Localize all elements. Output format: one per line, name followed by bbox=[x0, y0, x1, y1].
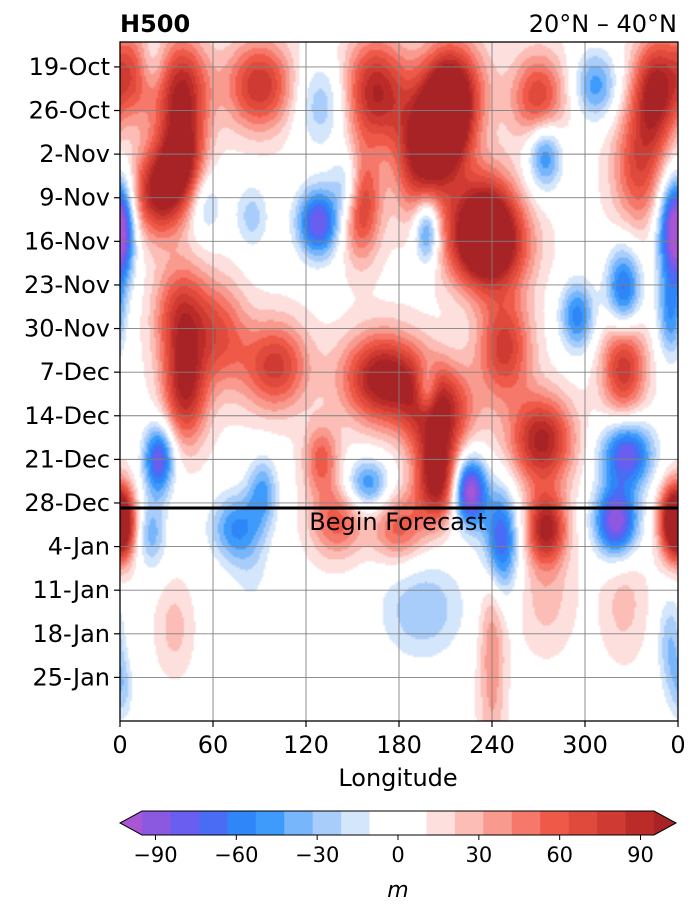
x-tick-label: 0 bbox=[112, 731, 127, 759]
chart-title-right: 20°N – 40°N bbox=[529, 10, 677, 38]
colorbar-segment bbox=[398, 811, 428, 835]
y-tick-label: 2-Nov bbox=[39, 140, 110, 168]
colorbar-segment bbox=[312, 811, 342, 835]
colorbar-segment bbox=[198, 811, 228, 835]
colorbar-segment bbox=[284, 811, 314, 835]
colorbar-segment bbox=[597, 811, 627, 835]
y-tick-label: 9-Nov bbox=[39, 184, 110, 212]
x-axis-label: Longitude bbox=[338, 764, 457, 792]
x-tick-label: 120 bbox=[283, 731, 329, 759]
y-tick-label: 28-Dec bbox=[24, 489, 110, 517]
colorbar-segment bbox=[568, 811, 598, 835]
colorbar-extend-min bbox=[120, 811, 142, 835]
forecast-label: Begin Forecast bbox=[309, 508, 487, 536]
colorbar-tick-label: 60 bbox=[546, 843, 573, 867]
colorbar-segment bbox=[426, 811, 456, 835]
y-tick-label: 23-Nov bbox=[24, 271, 110, 299]
y-tick-label: 16-Nov bbox=[24, 227, 110, 255]
colorbar-tick-label: 90 bbox=[627, 843, 654, 867]
y-tick-label: 30-Nov bbox=[24, 315, 110, 343]
colorbar-segment bbox=[625, 811, 655, 835]
colorbar-segment bbox=[170, 811, 200, 835]
colorbar: −90 −60 −30 0 30 60 90 bbox=[118, 810, 678, 867]
x-axis: 0 60 120 180 240 300 0 bbox=[112, 721, 686, 759]
y-tick-label: 26-Oct bbox=[29, 97, 110, 125]
y-tick-label: 14-Dec bbox=[24, 402, 110, 430]
y-axis: 19-Oct 26-Oct 2-Nov 9-Nov 16-Nov 23-Nov 30-Nov… bbox=[24, 53, 120, 691]
colorbar-label: m bbox=[387, 878, 408, 903]
chart-title-left: H500 bbox=[120, 10, 190, 38]
colorbar-segment bbox=[142, 811, 172, 835]
y-tick-label: 4-Jan bbox=[48, 533, 110, 561]
x-tick-label: 60 bbox=[198, 731, 229, 759]
colorbar-tick-label: 30 bbox=[465, 843, 492, 867]
x-tick-label: 0 bbox=[670, 731, 685, 759]
y-tick-label: 7-Dec bbox=[40, 358, 110, 386]
y-tick-label: 18-Jan bbox=[32, 620, 110, 648]
colorbar-segment bbox=[483, 811, 513, 835]
colorbar-segment bbox=[454, 811, 484, 835]
colorbar-tick-label: 0 bbox=[391, 843, 404, 867]
x-tick-label: 300 bbox=[562, 731, 608, 759]
x-tick-label: 180 bbox=[376, 731, 422, 759]
y-tick-label: 21-Dec bbox=[24, 445, 110, 473]
colorbar-extend-max bbox=[654, 811, 676, 835]
y-tick-label: 25-Jan bbox=[32, 663, 110, 691]
colorbar-segment bbox=[540, 811, 570, 835]
colorbar-tick-label: −90 bbox=[133, 843, 177, 867]
colorbar-tick-label: −60 bbox=[214, 843, 258, 867]
colorbar-segment bbox=[511, 811, 541, 835]
x-tick-label: 240 bbox=[469, 731, 515, 759]
colorbar-tick-label: −30 bbox=[295, 843, 339, 867]
y-tick-label: 19-Oct bbox=[29, 53, 110, 81]
y-tick-label: 11-Jan bbox=[32, 576, 110, 604]
colorbar-segment bbox=[255, 811, 285, 835]
colorbar-segment bbox=[369, 811, 399, 835]
colorbar-segment bbox=[341, 811, 371, 835]
colorbar-outline bbox=[118, 810, 678, 836]
colorbar-segment bbox=[227, 811, 257, 835]
